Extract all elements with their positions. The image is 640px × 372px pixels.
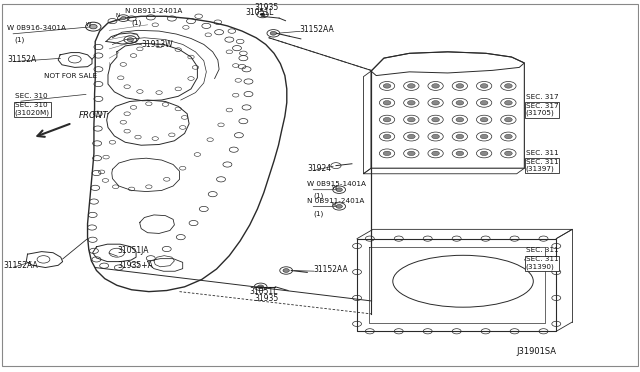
Text: (31397): (31397)	[525, 162, 554, 169]
Text: SEC. 311
(31390): SEC. 311 (31390)	[525, 256, 558, 270]
Text: (31705): (31705)	[525, 106, 554, 112]
Text: N 0B911-2401A: N 0B911-2401A	[307, 198, 365, 204]
Circle shape	[121, 17, 126, 20]
Text: FRONT: FRONT	[79, 111, 108, 120]
Text: SEC. 310
(31020M): SEC. 310 (31020M)	[15, 102, 50, 116]
Circle shape	[456, 134, 464, 139]
Text: SEC. 310: SEC. 310	[15, 93, 47, 99]
Text: SEC. 317
(31705): SEC. 317 (31705)	[525, 103, 558, 116]
Circle shape	[480, 151, 488, 155]
Circle shape	[283, 269, 289, 272]
Circle shape	[480, 100, 488, 105]
Text: N: N	[332, 202, 335, 206]
Text: W 0B916-3401A: W 0B916-3401A	[7, 25, 66, 31]
Circle shape	[408, 134, 415, 139]
Circle shape	[260, 13, 265, 16]
Text: 31935: 31935	[254, 3, 278, 12]
Text: NOT FOR SALE: NOT FOR SALE	[44, 73, 97, 78]
Circle shape	[270, 32, 276, 35]
Text: 31152AA: 31152AA	[314, 265, 348, 274]
Circle shape	[408, 100, 415, 105]
Circle shape	[336, 188, 342, 192]
Text: W 0B915-1401A: W 0B915-1401A	[307, 181, 366, 187]
Circle shape	[383, 134, 391, 139]
Text: 31935: 31935	[254, 294, 278, 303]
Text: (1): (1)	[314, 210, 324, 217]
Text: SEC. 311
(31397): SEC. 311 (31397)	[525, 158, 558, 172]
Circle shape	[456, 151, 464, 155]
Circle shape	[127, 38, 134, 41]
Text: (31020M): (31020M)	[15, 105, 50, 112]
Circle shape	[408, 84, 415, 88]
Circle shape	[90, 25, 97, 29]
Text: 31051L: 31051L	[250, 287, 278, 296]
Circle shape	[504, 100, 512, 105]
Circle shape	[383, 118, 391, 122]
Circle shape	[383, 151, 391, 155]
Circle shape	[383, 84, 391, 88]
Circle shape	[456, 118, 464, 122]
Text: 31051JA: 31051JA	[117, 246, 148, 254]
Text: SEC. 317: SEC. 317	[525, 94, 558, 100]
Circle shape	[504, 151, 512, 155]
Text: 31051L: 31051L	[245, 8, 274, 17]
Text: SEC. 311: SEC. 311	[525, 150, 558, 155]
Circle shape	[456, 84, 464, 88]
Text: SEC. 311: SEC. 311	[525, 247, 558, 253]
Circle shape	[408, 151, 415, 155]
Circle shape	[257, 285, 264, 289]
Circle shape	[336, 205, 342, 208]
Circle shape	[480, 118, 488, 122]
Text: 31924: 31924	[307, 164, 332, 173]
Text: N: N	[116, 13, 120, 18]
Text: 31913W: 31913W	[141, 40, 173, 49]
Circle shape	[432, 134, 440, 139]
Text: J31901SA: J31901SA	[516, 347, 556, 356]
Circle shape	[504, 134, 512, 139]
Circle shape	[480, 84, 488, 88]
Text: N 0B911-2401A: N 0B911-2401A	[125, 8, 182, 14]
Text: (1): (1)	[314, 193, 324, 199]
Text: 31152AA: 31152AA	[300, 25, 334, 34]
Circle shape	[432, 100, 440, 105]
Circle shape	[408, 118, 415, 122]
Text: (31390): (31390)	[525, 260, 554, 267]
Circle shape	[456, 100, 464, 105]
Circle shape	[383, 100, 391, 105]
Text: (1): (1)	[15, 37, 25, 43]
Text: W: W	[86, 22, 91, 27]
Circle shape	[432, 151, 440, 155]
Circle shape	[432, 84, 440, 88]
Text: 31152A: 31152A	[7, 55, 36, 64]
Circle shape	[480, 134, 488, 139]
Circle shape	[504, 84, 512, 88]
Text: 31935+A: 31935+A	[117, 261, 153, 270]
Text: (1): (1)	[132, 19, 142, 26]
Circle shape	[504, 118, 512, 122]
Circle shape	[432, 118, 440, 122]
Text: 31152AA: 31152AA	[4, 261, 38, 270]
Text: W: W	[332, 185, 337, 190]
